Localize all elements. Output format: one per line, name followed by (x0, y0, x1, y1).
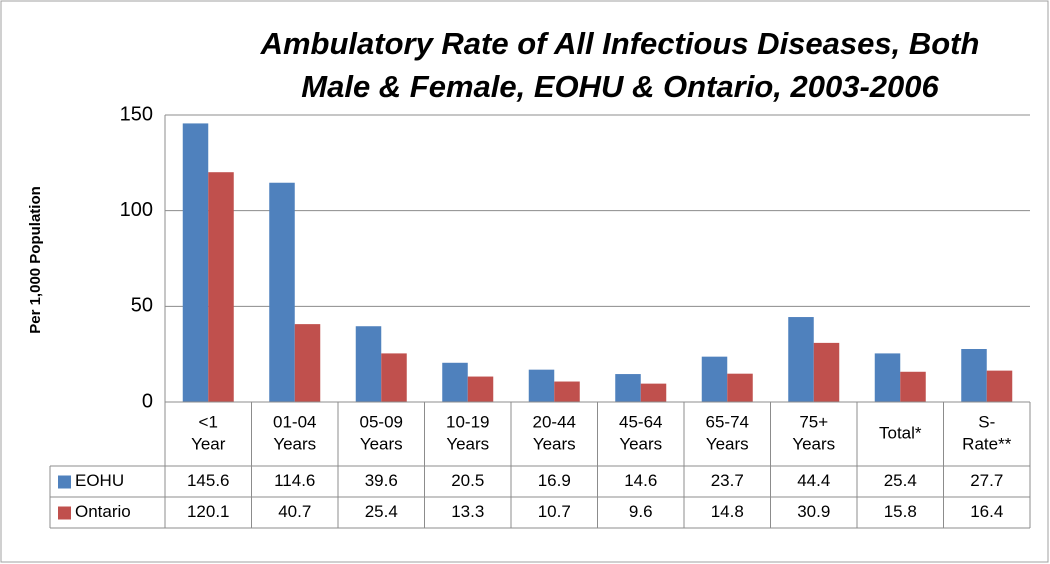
y-tick-label: 150 (120, 103, 153, 125)
table-value: 14.6 (624, 471, 657, 490)
table-value: 44.4 (797, 471, 830, 490)
bar (813, 342, 840, 402)
x-tick-label: 75+ (799, 412, 828, 431)
x-tick-label: 65-74 (706, 412, 749, 431)
x-tick-label: Rate** (962, 434, 1012, 453)
bar (528, 369, 555, 402)
bar (294, 324, 321, 402)
table-value: 16.4 (970, 502, 1003, 521)
x-tick-label: Years (533, 434, 576, 453)
chart-title: Ambulatory Rate of All Infectious Diseas… (260, 26, 980, 61)
x-tick-label: Years (792, 434, 835, 453)
bar (986, 370, 1013, 402)
table-value: 27.7 (970, 471, 1003, 490)
y-tick-label: 100 (120, 199, 153, 221)
y-axis-label: Per 1,000 Population (27, 186, 44, 334)
x-tick-label: 20-44 (533, 412, 576, 431)
legend-label: Ontario (75, 502, 131, 521)
bar (208, 172, 234, 402)
table-value: 13.3 (451, 502, 484, 521)
table-value: 10.7 (538, 502, 571, 521)
bar (615, 374, 641, 402)
table-value: 25.4 (884, 471, 917, 490)
bar (355, 326, 382, 402)
bar (874, 353, 901, 402)
x-tick-label: <1 (199, 412, 218, 431)
table-value: 39.6 (365, 471, 398, 490)
bar (900, 371, 926, 402)
table-value: 23.7 (711, 471, 744, 490)
x-tick-label: Years (619, 434, 662, 453)
table-value: 114.6 (274, 471, 315, 490)
x-tick-label: Years (273, 434, 316, 453)
table-value: 9.6 (629, 502, 653, 521)
chart-title: Male & Female, EOHU & Ontario, 2003-2006 (301, 69, 939, 104)
y-tick-label: 50 (131, 295, 153, 317)
legend-swatch (58, 475, 71, 489)
table-value: 40.7 (278, 502, 311, 521)
x-tick-label: Years (706, 434, 749, 453)
x-tick-label: 10-19 (446, 412, 489, 431)
bar (467, 376, 494, 402)
x-tick-label: 01-04 (273, 412, 316, 431)
table-value: 16.9 (538, 471, 571, 490)
bar (554, 381, 580, 402)
x-tick-label: Year (191, 434, 226, 453)
bar (727, 373, 753, 402)
bar (701, 356, 728, 402)
table-value: 20.5 (451, 471, 484, 490)
x-tick-label: Years (446, 434, 489, 453)
bar (961, 349, 987, 402)
bar (381, 353, 407, 402)
table-value: 15.8 (884, 502, 917, 521)
bar (182, 123, 209, 402)
x-tick-label: 05-09 (360, 412, 403, 431)
legend-swatch (58, 506, 71, 520)
bar (442, 362, 468, 402)
bar (269, 182, 295, 402)
table-value: 14.8 (711, 502, 744, 521)
x-tick-label: 45-64 (619, 412, 662, 431)
x-tick-label: S- (978, 412, 995, 431)
x-tick-label: Years (360, 434, 403, 453)
table-value: 120.1 (187, 502, 230, 521)
table-value: 30.9 (797, 502, 830, 521)
legend-label: EOHU (75, 471, 124, 490)
y-tick-label: 0 (142, 390, 153, 412)
table-value: 145.6 (187, 471, 230, 490)
bar (640, 383, 667, 402)
table-value: 25.4 (365, 502, 398, 521)
x-tick-label: Total* (879, 423, 922, 442)
bar (788, 317, 814, 402)
